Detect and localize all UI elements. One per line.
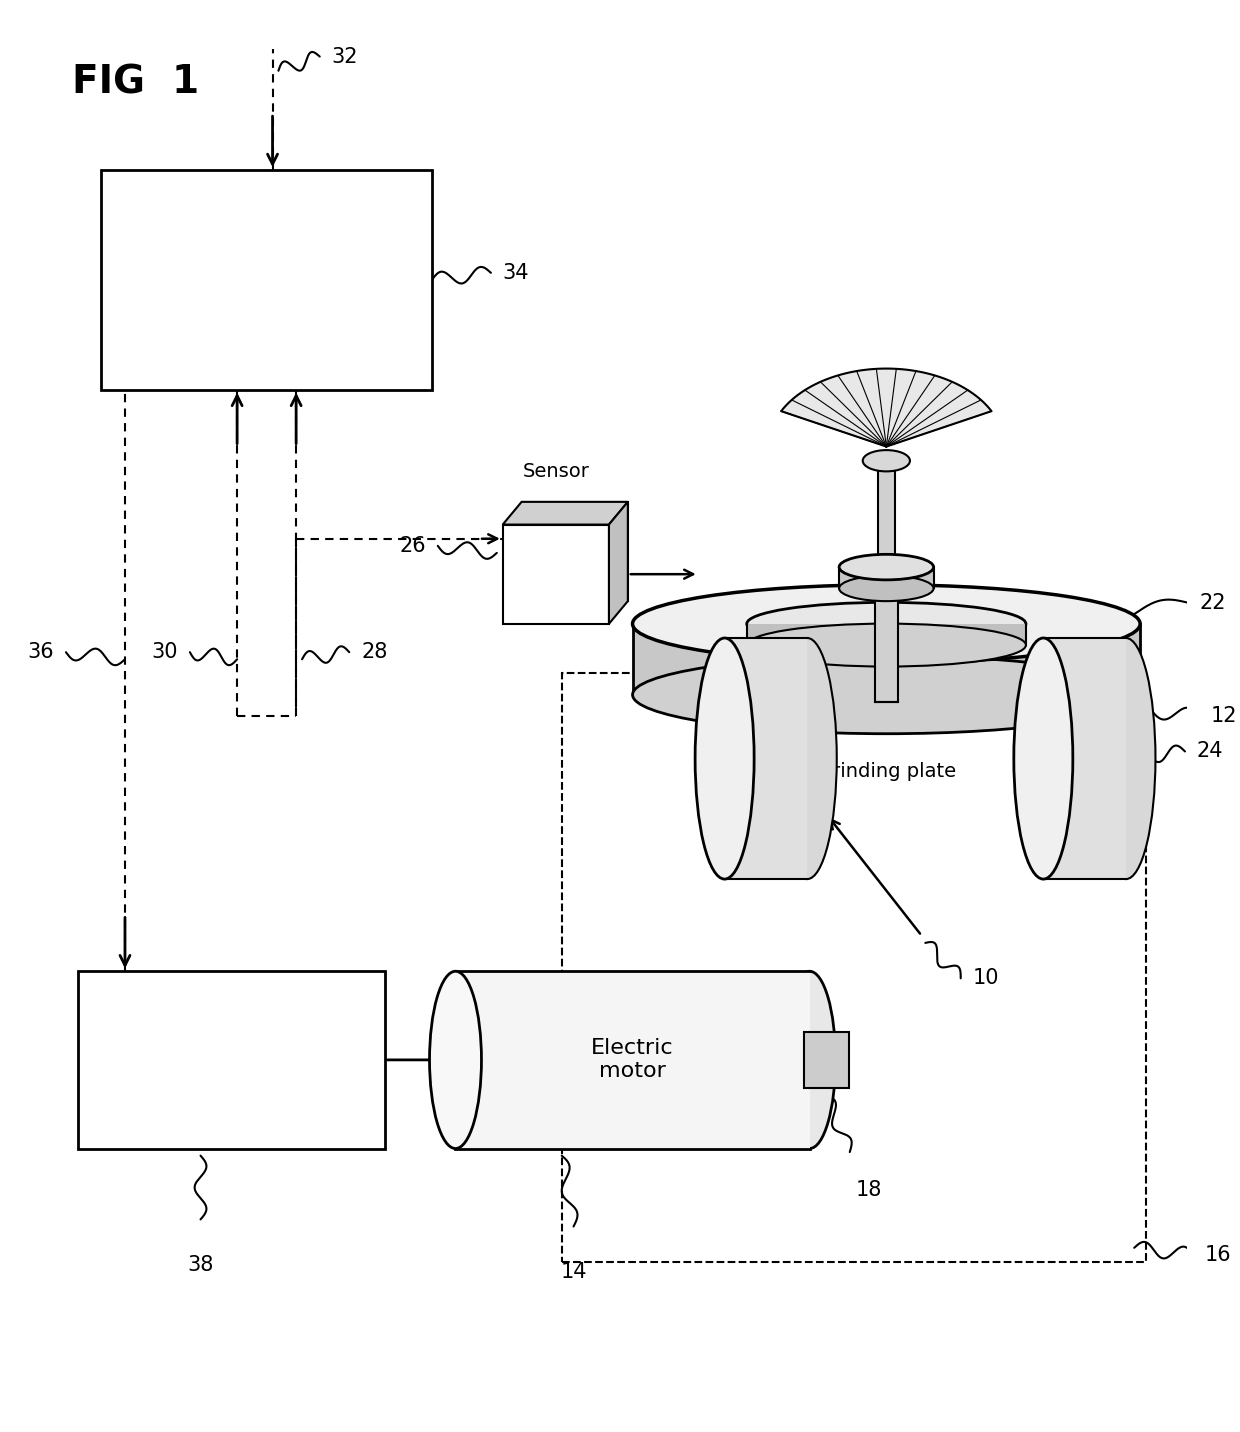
Ellipse shape <box>746 603 1025 646</box>
Text: Sensor: Sensor <box>522 461 589 481</box>
Text: 22: 22 <box>1199 593 1225 613</box>
Ellipse shape <box>746 624 1025 666</box>
Bar <box>1043 639 1126 879</box>
Text: 24: 24 <box>790 841 816 861</box>
Text: 24: 24 <box>1197 742 1224 762</box>
Text: Electric
motor: Electric motor <box>591 1038 673 1081</box>
Ellipse shape <box>863 450 910 471</box>
Text: FIG  1: FIG 1 <box>72 63 198 102</box>
Text: Grinding plate: Grinding plate <box>817 762 956 780</box>
Bar <box>455 971 810 1148</box>
Ellipse shape <box>1096 639 1156 879</box>
Ellipse shape <box>777 639 837 879</box>
Text: 34: 34 <box>502 263 529 284</box>
Text: 26: 26 <box>399 536 427 556</box>
Ellipse shape <box>632 656 1140 733</box>
Text: Control
device: Control device <box>227 258 308 302</box>
Text: 14: 14 <box>560 1262 587 1282</box>
Ellipse shape <box>632 584 1140 663</box>
Polygon shape <box>609 501 627 624</box>
Text: Frequency
converter: Frequency converter <box>174 1038 289 1081</box>
Bar <box>632 624 1140 695</box>
Ellipse shape <box>839 554 934 580</box>
Text: 20: 20 <box>957 670 983 690</box>
Text: 36: 36 <box>27 642 55 662</box>
Text: 18: 18 <box>856 1180 882 1200</box>
Bar <box>839 567 934 589</box>
Polygon shape <box>502 501 627 524</box>
Ellipse shape <box>784 971 836 1148</box>
Ellipse shape <box>696 639 754 879</box>
Bar <box>78 971 384 1148</box>
Bar <box>522 501 627 601</box>
Text: 10: 10 <box>972 968 999 988</box>
Ellipse shape <box>839 576 934 601</box>
Bar <box>804 1031 848 1088</box>
Polygon shape <box>781 368 992 447</box>
Bar <box>878 468 894 589</box>
Text: 16: 16 <box>1205 1244 1231 1264</box>
Bar <box>502 524 609 624</box>
Bar <box>724 639 807 879</box>
Text: 38: 38 <box>187 1254 213 1274</box>
Text: 12: 12 <box>1211 706 1238 726</box>
Bar <box>746 624 1025 644</box>
Ellipse shape <box>1014 639 1073 879</box>
Text: 28: 28 <box>361 642 387 662</box>
Bar <box>102 170 432 390</box>
Ellipse shape <box>429 971 481 1148</box>
Bar <box>874 581 898 702</box>
Text: 30: 30 <box>151 642 179 662</box>
Bar <box>562 673 1146 1262</box>
Text: 32: 32 <box>331 47 358 66</box>
